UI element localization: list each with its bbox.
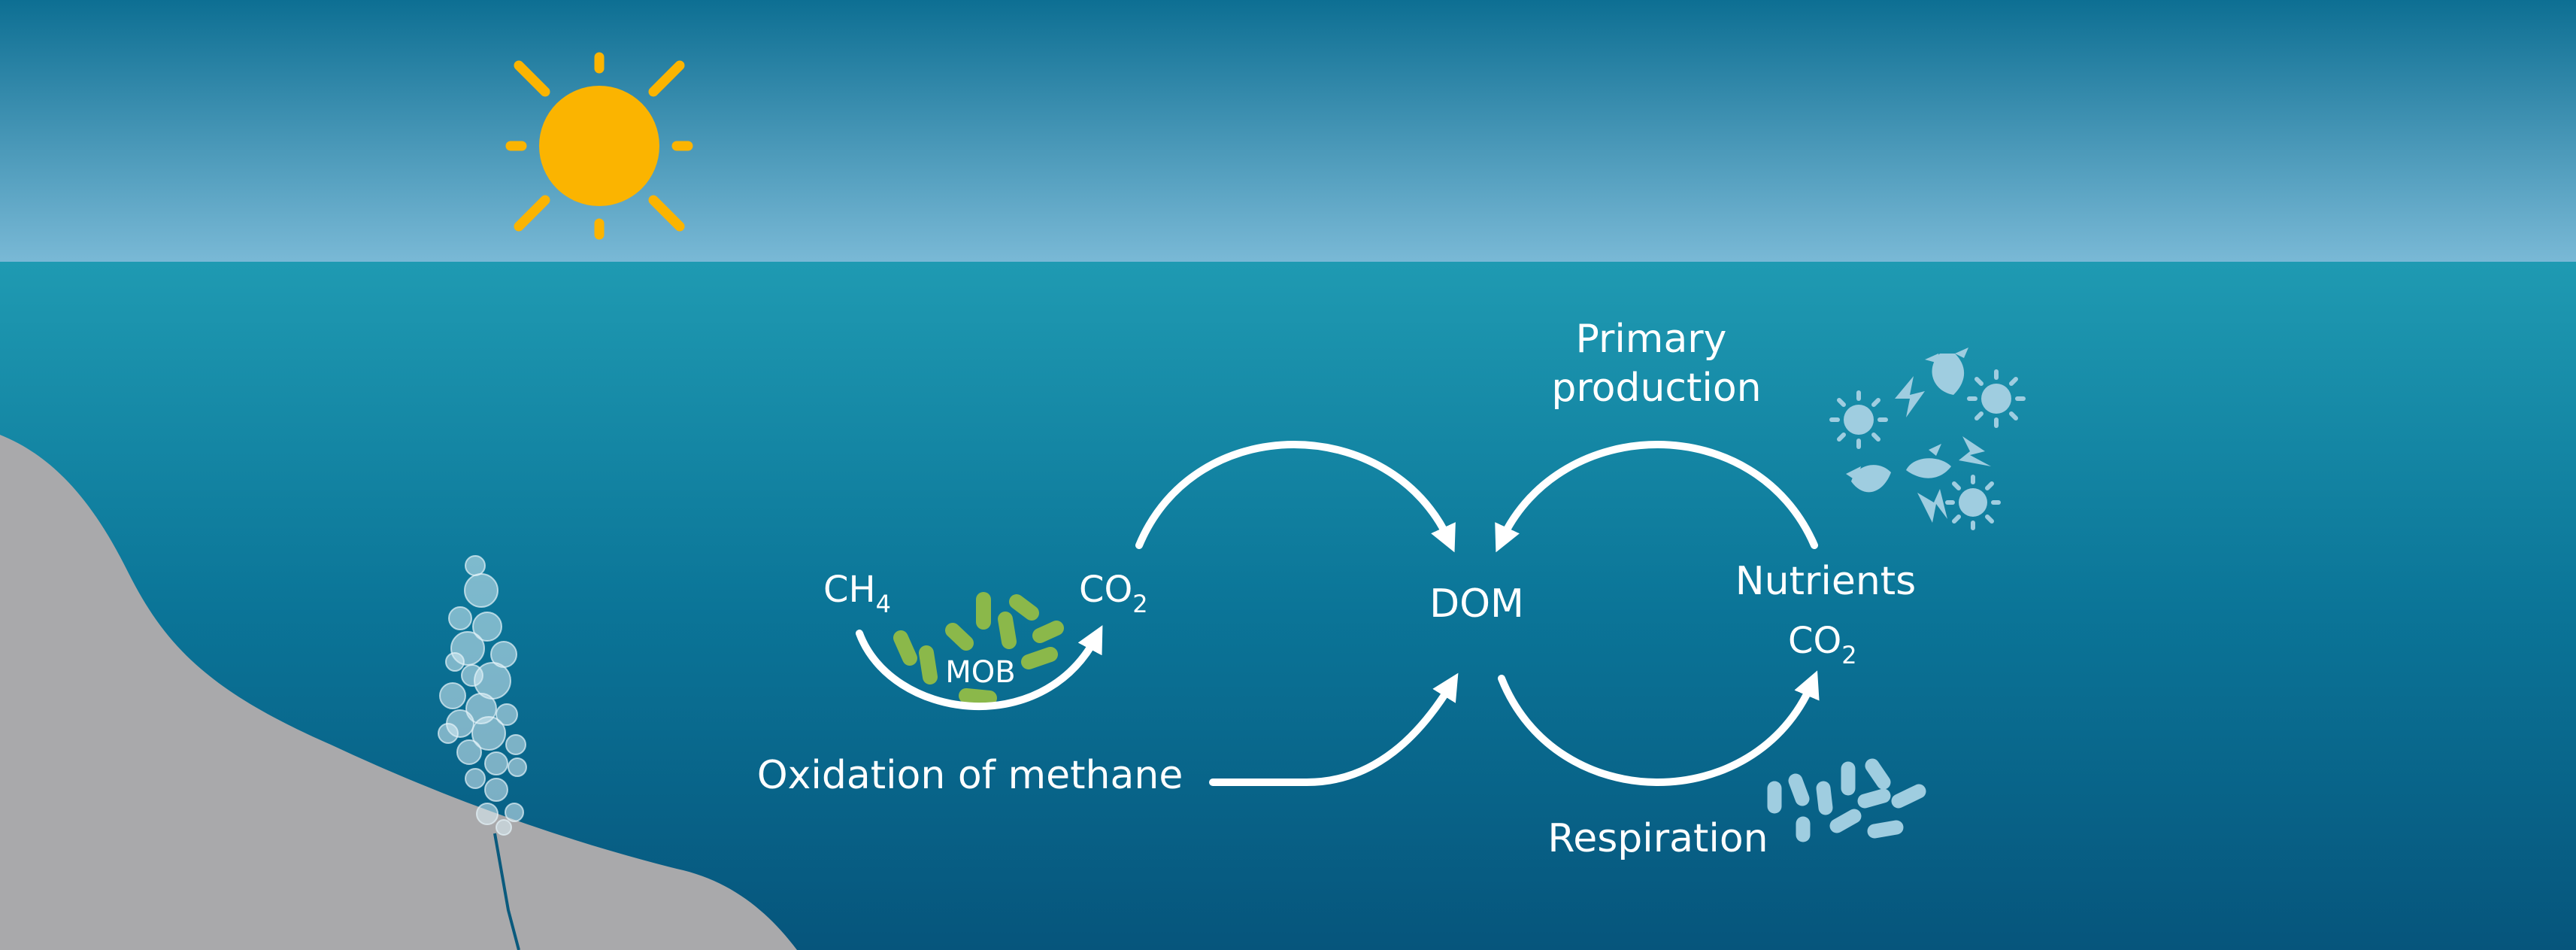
oxidation-label: Oxidation of methane [757, 753, 1183, 798]
arrow-dom-to-respiration [1498, 670, 1820, 786]
mob-label: MOB [945, 655, 1015, 690]
co2-right-main: CO [1788, 620, 1841, 662]
arrow-ch4-to-co2 [856, 625, 1103, 711]
co2-left-main: CO [1079, 569, 1132, 611]
respiration-label: Respiration [1547, 816, 1768, 861]
arrows [856, 441, 1820, 786]
sky [0, 0, 2576, 263]
seabed [0, 435, 797, 950]
arrow-nutrients-to-dom [1495, 441, 1818, 553]
methane-bubbles-icon [438, 555, 527, 836]
arrow-oxidation-to-dom [1209, 672, 1459, 786]
nutrients-label: Nutrients [1735, 559, 1917, 604]
phytoplankton-icon [1829, 348, 2026, 530]
dom-label: DOM [1429, 581, 1524, 627]
ch4-label: CH4 [823, 569, 891, 618]
primary-production-line1: Primary [1576, 317, 1727, 362]
bacteria-icon [1767, 758, 1926, 842]
sun-icon [505, 52, 693, 240]
seep-vent [493, 833, 520, 950]
co2-right-subscript: 2 [1841, 641, 1856, 669]
co2-left-subscript: 2 [1132, 590, 1147, 618]
co2-left-label: CO2 [1079, 569, 1148, 618]
arrow-co2-to-dom [1135, 441, 1456, 553]
ch4-subscript: 4 [876, 590, 891, 618]
co2-right-label: CO2 [1788, 620, 1857, 669]
mob-bacteria-icon [893, 592, 1064, 706]
ch4-main: CH [823, 569, 876, 611]
primary-production-line2: production [1551, 366, 1761, 411]
